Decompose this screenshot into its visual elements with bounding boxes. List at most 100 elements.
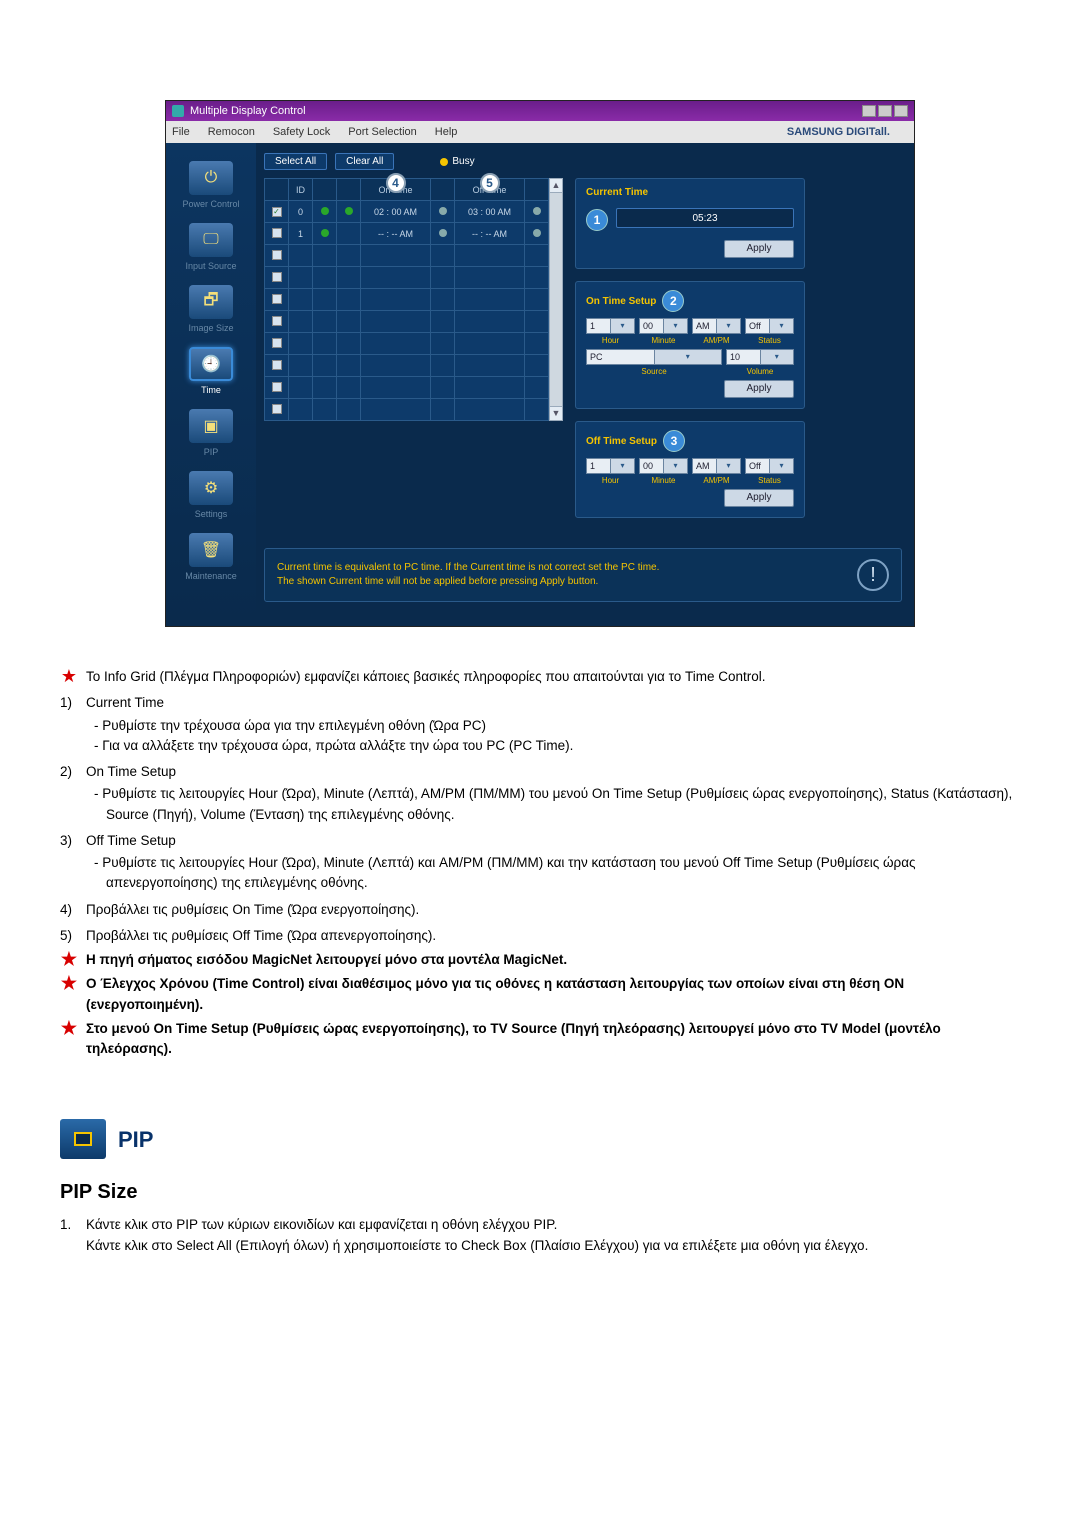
off-time-hour-select[interactable]: 1▾ [586, 458, 635, 474]
grid-scrollbar[interactable]: ▲ ▼ [549, 178, 563, 421]
input-source-icon: 🖵 [189, 223, 233, 257]
badge-2: 2 [662, 290, 684, 312]
doc-subitem: - Ρυθμίστε τις λειτουργίες Hour (Ώρα), M… [94, 853, 1020, 894]
status-dot-icon [321, 229, 329, 237]
main-area: Select All Clear All Busy ID4On Time5Off… [256, 143, 914, 626]
doc-item: 1)Current Time [60, 693, 1020, 713]
row-checkbox[interactable] [272, 272, 282, 282]
table-row[interactable] [265, 333, 549, 355]
badge-1: 1 [586, 209, 608, 231]
table-row[interactable]: 1-- : -- AM-- : -- AM [265, 223, 549, 245]
sidebar-item-pip[interactable]: ▣PIP [166, 409, 256, 457]
panel-on-time-title: On Time Setup [586, 296, 656, 307]
row-checkbox[interactable] [272, 207, 282, 217]
on-time-minute-select[interactable]: 00▾ [639, 318, 688, 334]
info-icon: ! [857, 559, 889, 591]
sidebar-item-settings[interactable]: ⚙Settings [166, 471, 256, 519]
table-row[interactable] [265, 355, 549, 377]
menu-port-selection[interactable]: Port Selection [348, 126, 416, 138]
cell-id [289, 311, 313, 333]
right-panels: Current Time 1 05:23 Apply On Time Setup… [575, 178, 805, 530]
close-icon[interactable] [894, 105, 908, 117]
row-checkbox[interactable] [272, 404, 282, 414]
maximize-icon[interactable] [878, 105, 892, 117]
doc-subitem: - Ρυθμίστε την τρέχουσα ώρα για την επιλ… [94, 716, 1020, 736]
cell-off-time [455, 333, 525, 355]
field-label: Hour [602, 336, 619, 345]
table-row[interactable] [265, 377, 549, 399]
pip-header: PIP [60, 1119, 1020, 1159]
doc-item: 4)Προβάλλει τις ρυθμίσεις On Time (Ώρα ε… [60, 900, 1020, 920]
off-time-minute-select[interactable]: 00▾ [639, 458, 688, 474]
cell-off-time [455, 355, 525, 377]
row-checkbox[interactable] [272, 250, 282, 260]
menu-remocon[interactable]: Remocon [208, 126, 255, 138]
sidebar-item-time[interactable]: 🕘Time [166, 347, 256, 395]
menu-bar: File Remocon Safety Lock Port Selection … [166, 121, 914, 143]
on-time-source-select[interactable]: PC▾ [586, 349, 722, 365]
row-checkbox[interactable] [272, 294, 282, 304]
menu-safety-lock[interactable]: Safety Lock [273, 126, 330, 138]
doc-subitem: - Ρυθμίστε τις λειτουργίες Hour (Ώρα), M… [94, 784, 1020, 825]
apply-off-time-button[interactable]: Apply [724, 489, 794, 507]
cell-id [289, 245, 313, 267]
info-footer: Current time is equivalent to PC time. I… [264, 548, 902, 602]
row-checkbox[interactable] [272, 316, 282, 326]
table-row[interactable] [265, 267, 549, 289]
table-row[interactable] [265, 311, 549, 333]
star-icon: ★ [60, 667, 78, 687]
table-row[interactable] [265, 245, 549, 267]
clear-all-button[interactable]: Clear All [335, 153, 394, 170]
pip-list-item: 1.Κάντε κλικ στο PIP των κύριων εικονιδί… [60, 1215, 1020, 1256]
busy-dot-icon [440, 158, 448, 166]
on-time-status-select[interactable]: Off▾ [745, 318, 794, 334]
sidebar-item-image-size[interactable]: 🗗Image Size [166, 285, 256, 333]
cell-off-time [455, 377, 525, 399]
doc-intro: Το Info Grid (Πλέγμα Πληροφοριών) εμφανί… [86, 667, 766, 687]
cell-on-time [361, 333, 431, 355]
row-checkbox[interactable] [272, 360, 282, 370]
row-checkbox[interactable] [272, 338, 282, 348]
row-checkbox[interactable] [272, 228, 282, 238]
menu-file[interactable]: File [172, 126, 190, 138]
apply-on-time-button[interactable]: Apply [724, 380, 794, 398]
doc-note: ★Στο μενού On Time Setup (Ρυθμίσεις ώρας… [60, 1019, 1020, 1060]
off-time-status-select[interactable]: Off▾ [745, 458, 794, 474]
star-icon: ★ [60, 974, 78, 1015]
doc-subitem: - Για να αλλάξετε την τρέχουσα ώρα, πρώτ… [94, 736, 1020, 756]
apply-current-time-button[interactable]: Apply [724, 240, 794, 258]
table-row[interactable] [265, 399, 549, 421]
row-checkbox[interactable] [272, 382, 282, 392]
settings-icon: ⚙ [189, 471, 233, 505]
panel-off-time: Off Time Setup 3 1▾Hour00▾MinuteAM▾AM/PM… [575, 421, 805, 518]
sidebar-item-maintenance[interactable]: 🗑Maintenance [166, 533, 256, 581]
sidebar-item-power-control[interactable]: ⏻Power Control [166, 161, 256, 209]
on-time-hour-select[interactable]: 1▾ [586, 318, 635, 334]
cell-off-time [455, 289, 525, 311]
chevron-down-icon: ▾ [610, 459, 634, 473]
scroll-down-icon[interactable]: ▼ [550, 406, 562, 420]
grid-header [265, 179, 289, 201]
on-time-volume-select[interactable]: 10▾ [726, 349, 794, 365]
panel-on-time: On Time Setup 2 1▾Hour00▾MinuteAM▾AM/PMO… [575, 281, 805, 409]
title-bar: Multiple Display Control [166, 101, 914, 121]
menu-help[interactable]: Help [435, 126, 458, 138]
document-section: ★ Το Info Grid (Πλέγμα Πληροφοριών) εμφα… [60, 667, 1020, 1256]
image-size-icon: 🗗 [189, 285, 233, 319]
on-time-ampm-select[interactable]: AM▾ [692, 318, 741, 334]
table-row[interactable] [265, 289, 549, 311]
select-all-button[interactable]: Select All [264, 153, 327, 170]
cell-off-time [455, 245, 525, 267]
off-time-ampm-select[interactable]: AM▾ [692, 458, 741, 474]
scroll-up-icon[interactable]: ▲ [550, 179, 562, 193]
cell-on-time [361, 289, 431, 311]
sidebar-item-input-source[interactable]: 🖵Input Source [166, 223, 256, 271]
doc-item: 3)Off Time Setup [60, 831, 1020, 851]
toolbar: Select All Clear All Busy [264, 153, 902, 170]
cell-id [289, 399, 313, 421]
table-row[interactable]: 002 : 00 AM03 : 00 AM [265, 201, 549, 223]
info-grid: ID4On Time5Off Time002 : 00 AM03 : 00 AM… [264, 178, 563, 421]
doc-note: ★Η πηγή σήματος εισόδου MagicNet λειτουρ… [60, 950, 1020, 970]
minimize-icon[interactable] [862, 105, 876, 117]
cell-on-time [361, 267, 431, 289]
